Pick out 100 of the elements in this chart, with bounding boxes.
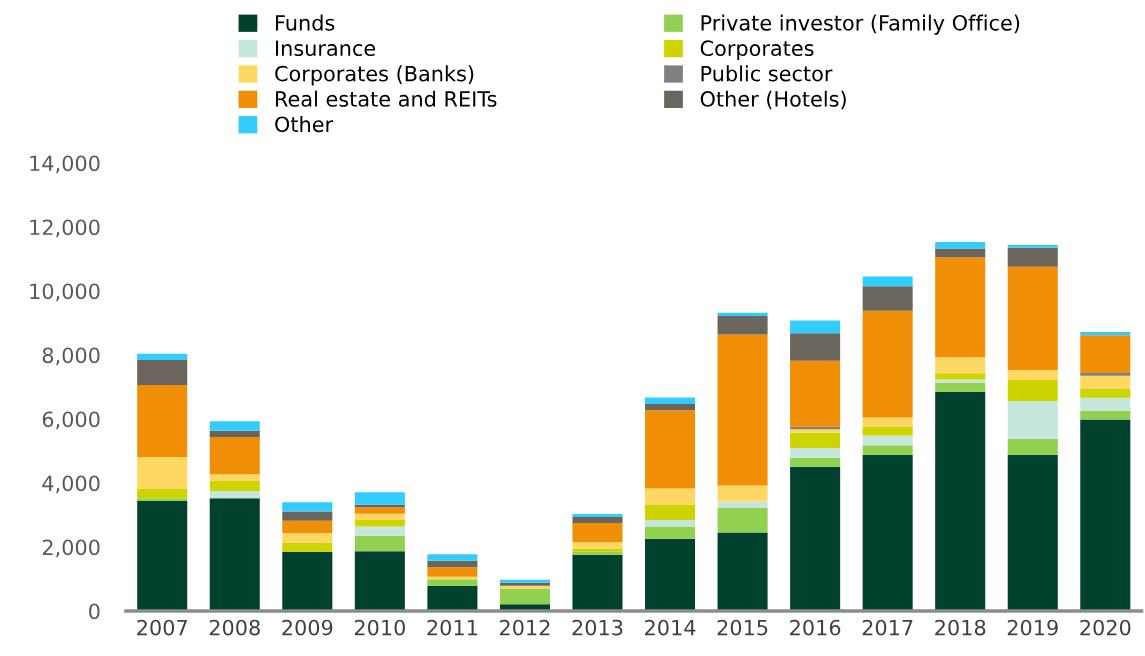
- bar: [862, 445, 913, 455]
- bar: [790, 333, 841, 361]
- bar: [137, 498, 188, 501]
- bar: [1080, 331, 1131, 336]
- bar: [209, 498, 260, 611]
- bar: [354, 551, 405, 611]
- bar: [354, 535, 405, 552]
- bar: [1080, 410, 1131, 420]
- bar: [137, 489, 188, 499]
- bar: [717, 532, 768, 611]
- y-tick-label: 4,000: [42, 475, 100, 494]
- bar: [209, 421, 260, 431]
- legend-label: Real estate and REITs: [276, 90, 497, 107]
- bar: [1080, 419, 1131, 611]
- bar: [427, 585, 478, 611]
- bar: [1007, 266, 1058, 371]
- bar: [354, 526, 405, 536]
- bar: [1007, 454, 1058, 611]
- bar: [209, 481, 260, 491]
- legend-label: Other (Hotels): [700, 90, 846, 110]
- bar: [354, 513, 405, 521]
- bar: [572, 514, 623, 517]
- bar: [282, 511, 333, 521]
- x-tick-label: 2018: [935, 619, 986, 636]
- bar: [354, 507, 405, 514]
- bar: [1080, 335, 1131, 373]
- bar: [137, 385, 188, 458]
- bar: [935, 248, 986, 258]
- bar: [137, 360, 188, 386]
- legend-label: Other: [275, 116, 334, 133]
- bar: [645, 403, 696, 411]
- bar: [717, 315, 768, 335]
- legend-label: Corporates (Banks): [275, 65, 474, 86]
- bar: [645, 505, 696, 521]
- y-tick-label: 14,000: [30, 155, 100, 174]
- bar: [645, 410, 696, 489]
- bar: [282, 532, 333, 543]
- bar: [645, 397, 696, 404]
- bar: [427, 554, 478, 561]
- x-tick-label: 2011: [427, 619, 477, 636]
- bar: [935, 382, 986, 392]
- legend-label: Public sector: [701, 65, 833, 82]
- bar: [862, 310, 913, 418]
- bar: [862, 286, 913, 311]
- bar: [427, 567, 478, 577]
- bar: [1007, 370, 1058, 380]
- y-tick-label: 10,000: [30, 283, 100, 302]
- bar: [1007, 247, 1058, 267]
- bar: [209, 436, 260, 475]
- bar: [790, 432, 841, 449]
- legend-label: Private investor (Family Office): [701, 14, 1020, 35]
- y-tick-label: 0: [89, 603, 100, 620]
- x-tick-label: 2017: [862, 619, 913, 636]
- x-tick-label: 2012: [499, 619, 550, 636]
- x-tick-label: 2010: [354, 619, 405, 636]
- bar: [645, 526, 696, 539]
- x-tick-label: 2009: [282, 619, 333, 636]
- x-tick-label: 2007: [137, 619, 187, 636]
- bar: [572, 554, 623, 611]
- x-tick-label: 2015: [717, 619, 768, 636]
- bar: [137, 500, 188, 611]
- bar: [935, 379, 986, 383]
- bar: [282, 520, 333, 533]
- legend-label: Funds: [276, 14, 335, 31]
- bar: [862, 454, 913, 611]
- bar: [1007, 379, 1058, 402]
- bar: [717, 507, 768, 533]
- bar: [1007, 438, 1058, 455]
- x-tick-label: 2020: [1080, 619, 1131, 636]
- bar: [645, 520, 696, 527]
- bar: [645, 488, 696, 506]
- bar: [572, 542, 623, 549]
- bar: [1080, 372, 1131, 376]
- y-tick-label: 8,000: [42, 347, 100, 366]
- bar: [717, 485, 768, 502]
- y-tick-label: 2,000: [42, 539, 100, 558]
- bar: [935, 257, 986, 358]
- bar: [427, 579, 478, 586]
- bar: [935, 357, 986, 374]
- bar: [137, 457, 188, 490]
- bar: [862, 426, 913, 436]
- bar: [790, 466, 841, 611]
- bar: [282, 502, 333, 512]
- bar: [282, 551, 333, 611]
- bar: [572, 522, 623, 543]
- y-tick-label: 6,000: [42, 411, 100, 430]
- bar: [935, 373, 986, 380]
- bar: [1080, 375, 1131, 389]
- bar: [935, 391, 986, 611]
- bar: [572, 516, 623, 523]
- x-tick-label: 2008: [209, 619, 260, 636]
- bar: [862, 435, 913, 446]
- bar: [1080, 388, 1131, 398]
- bar: [354, 520, 405, 527]
- bar: [862, 276, 913, 287]
- bar: [790, 360, 841, 427]
- bar: [1080, 397, 1131, 411]
- bar: [862, 417, 913, 427]
- bar: [717, 501, 768, 508]
- legend-label: Corporates: [700, 40, 814, 61]
